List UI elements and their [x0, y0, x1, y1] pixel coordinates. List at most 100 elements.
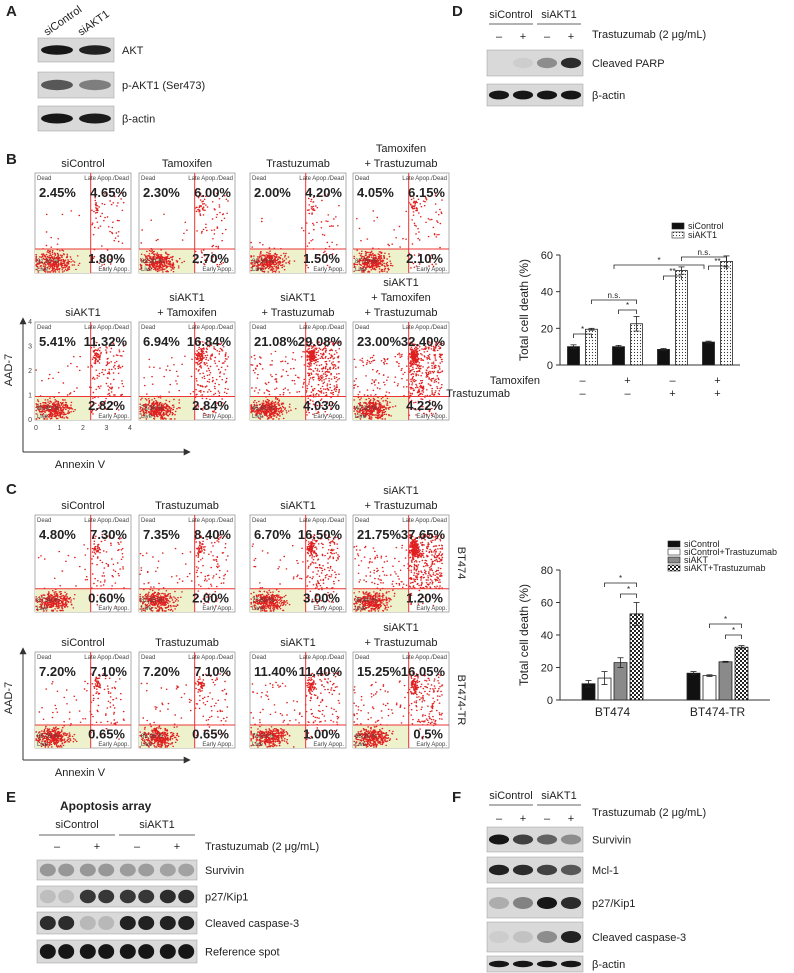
- bar: [702, 675, 717, 701]
- dead-percent: 7.35%: [143, 527, 180, 542]
- quadrant-label: Dead: [141, 176, 155, 182]
- early-percent: 2.84%: [192, 398, 229, 413]
- treatment-sign: –: [496, 813, 503, 825]
- quadrant-label: Early Apop.: [313, 742, 344, 748]
- early-percent: 0.60%: [88, 590, 125, 605]
- blot-band: [79, 45, 111, 55]
- array-spot: [119, 944, 136, 959]
- blot-band: [512, 960, 534, 968]
- row-label: p27/Kip1: [205, 892, 248, 904]
- dead-percent: 23.00%: [357, 334, 402, 349]
- row-label: p27/Kip1: [592, 898, 635, 910]
- plot-title: + Trastuzumab: [261, 307, 334, 319]
- treatment-sign: +: [568, 813, 574, 825]
- live-percent: 40.38 %: [355, 406, 378, 412]
- array-spot: [119, 889, 136, 904]
- error-bar: [722, 660, 729, 663]
- blot-band: [488, 931, 510, 943]
- quadrant-label: Dead: [37, 325, 51, 331]
- flow-events: [250, 341, 341, 420]
- live-percent: 68.20 %: [355, 734, 378, 740]
- significance-bracket: [620, 593, 637, 598]
- plot-title: siAKT1: [383, 622, 418, 634]
- legend-swatch: [667, 556, 681, 564]
- plot-title: + Trastuzumab: [364, 307, 437, 319]
- x-tick-label: 0: [34, 425, 38, 432]
- bar: [657, 349, 670, 366]
- blot-band: [560, 864, 582, 876]
- live-percent: 92.30 %: [252, 259, 275, 265]
- panel-letter: E: [6, 789, 16, 806]
- legend-label: siControl: [684, 539, 720, 549]
- bar: [718, 661, 733, 701]
- array-spot: [39, 889, 56, 904]
- treatment-sign: +: [174, 841, 180, 853]
- y-tick-label: 0: [547, 695, 553, 707]
- error-bar: [678, 266, 685, 275]
- array-spot: [159, 889, 176, 904]
- quadrant-label: Late Apop./Dead: [188, 518, 233, 524]
- array-title: Apoptosis array: [60, 799, 152, 813]
- significance-bracket: [681, 256, 727, 261]
- quadrant-label: Dead: [252, 655, 266, 661]
- flow-events: [139, 672, 230, 748]
- flow-events: [353, 340, 444, 420]
- bar: [686, 672, 701, 701]
- y-tick-label: 60: [541, 598, 553, 610]
- blot-band: [488, 834, 510, 845]
- quadrant-label: Live: [141, 606, 153, 612]
- x-tick-label: 3: [105, 425, 109, 432]
- legend-swatch: [671, 231, 685, 239]
- quadrant-label: Live: [37, 742, 49, 748]
- plot-title: Trastuzumab: [266, 158, 330, 170]
- significance-label: *: [627, 585, 630, 594]
- panel-letter: B: [6, 151, 17, 168]
- array-spot: [178, 944, 195, 959]
- array-spot: [178, 889, 195, 904]
- array-spot: [79, 915, 96, 931]
- quadrant-label: Live: [355, 267, 367, 273]
- array-spot: [138, 863, 155, 877]
- dead-percent: 7.20%: [39, 664, 76, 679]
- quadrant-label: Early Apop.: [313, 267, 344, 273]
- early-percent: 1.50%: [303, 251, 340, 266]
- plot-title: siControl: [61, 500, 104, 512]
- plot-title: siAKT1: [280, 500, 315, 512]
- quadrant-label: Dead: [141, 325, 155, 331]
- early-percent: 2.70%: [192, 251, 229, 266]
- significance-bracket: [604, 582, 637, 587]
- array-spot: [138, 889, 155, 904]
- plot-title: Tamoxifen: [376, 143, 426, 155]
- treatment-sign: +: [624, 375, 630, 387]
- plot-title: siControl: [61, 158, 104, 170]
- plot-title: siAKT1: [280, 637, 315, 649]
- blot-band: [488, 864, 510, 876]
- bar: [734, 646, 749, 701]
- significance-label: n.s.: [698, 248, 711, 257]
- y-tick-label: 0: [547, 360, 553, 372]
- treatment-sign: –: [624, 388, 631, 400]
- late-percent: 4.20%: [305, 185, 342, 200]
- early-percent: 2.10%: [406, 251, 443, 266]
- quadrant-label: Dead: [37, 176, 51, 182]
- array-spot: [159, 863, 176, 877]
- legend-label: siAKT1: [688, 230, 717, 240]
- significance-label: n.s.: [608, 291, 621, 300]
- legend-label: siAKT+Trastuzumab: [684, 563, 765, 573]
- treatment-sign: –: [496, 31, 503, 43]
- early-percent: 1.80%: [88, 251, 125, 266]
- blot-band: [41, 113, 73, 124]
- plot-title: siAKT1: [65, 307, 100, 319]
- live-percent: 82.25 %: [141, 598, 164, 604]
- late-percent: 29.08%: [298, 334, 343, 349]
- quadrant-label: Live: [37, 267, 49, 273]
- plot-title: + Tamoxifen: [371, 292, 430, 304]
- array-spot: [178, 915, 195, 931]
- live-percent: 87.70 %: [355, 259, 378, 265]
- quadrant-label: Early Apop.: [202, 742, 233, 748]
- error-bar: [633, 602, 640, 626]
- significance-label: *: [619, 574, 622, 583]
- treatment-sign: –: [544, 813, 551, 825]
- live-percent: 89.00 %: [141, 259, 164, 265]
- early-percent: 0.65%: [192, 726, 229, 741]
